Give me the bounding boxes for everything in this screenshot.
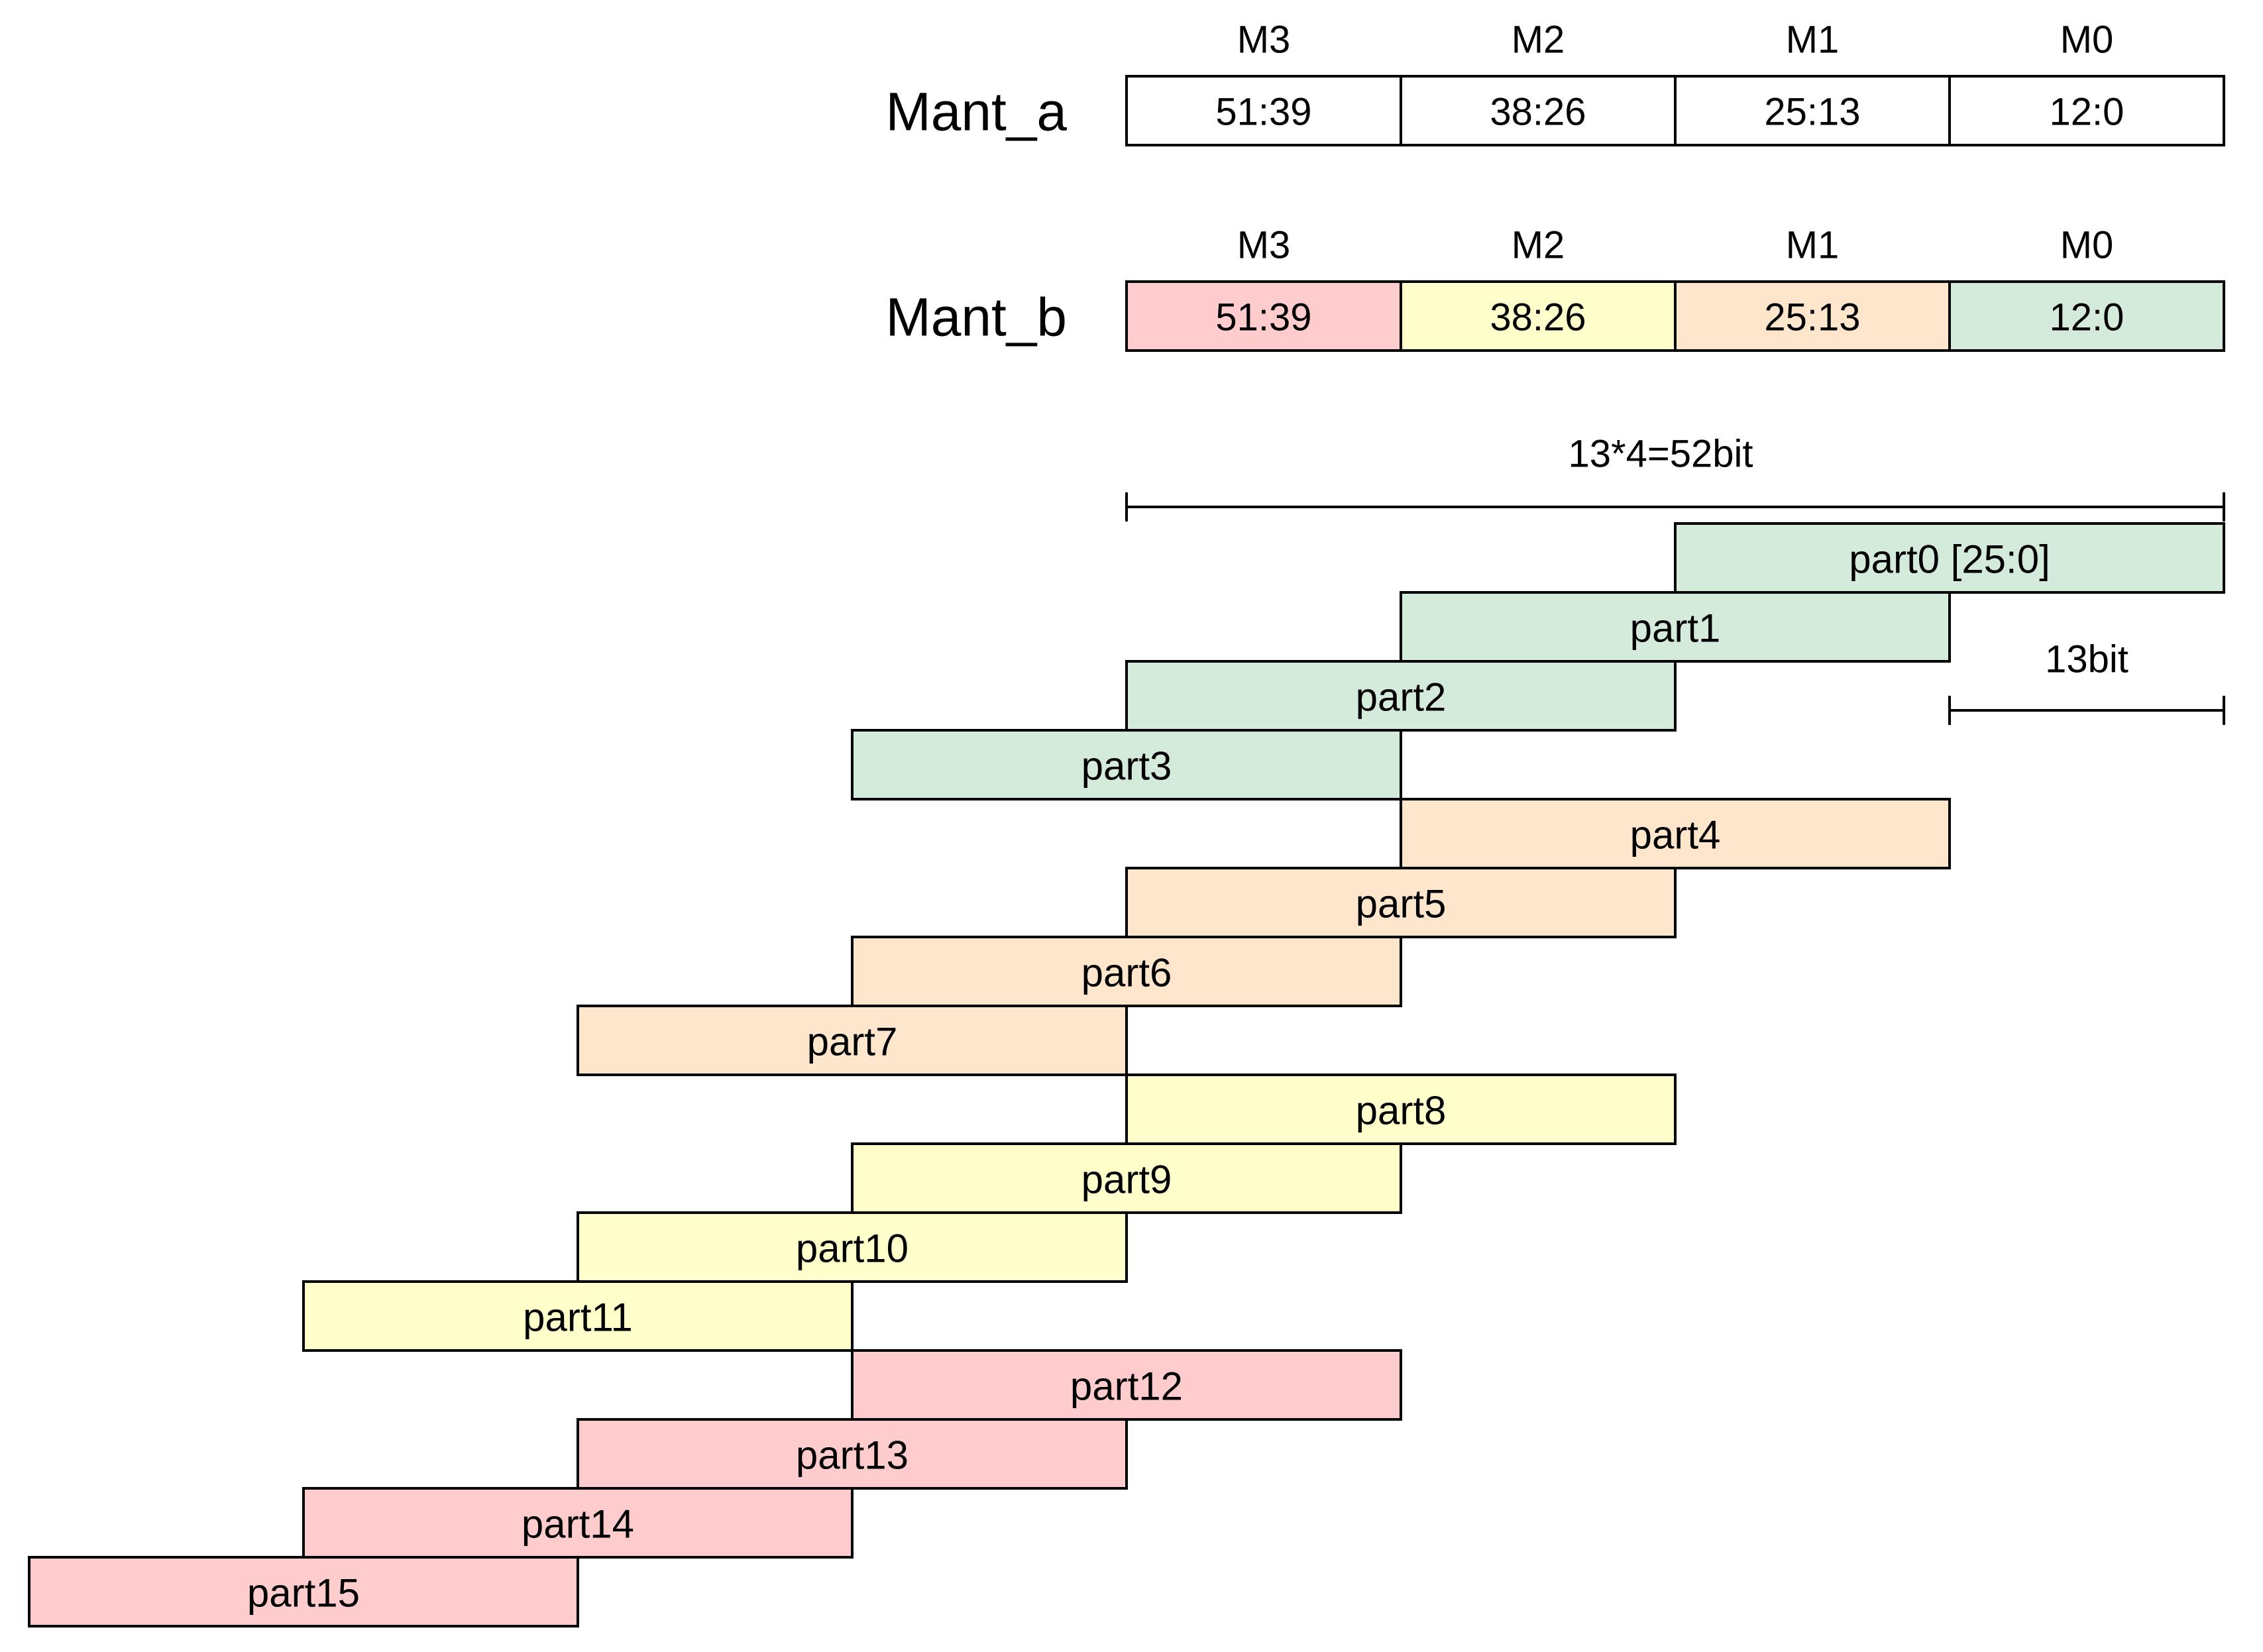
column-label: M1: [1786, 224, 1840, 267]
partial-product-label: part3: [1081, 744, 1172, 789]
segment-width-label: 13bit: [2045, 638, 2128, 681]
column-label: M0: [2060, 19, 2114, 62]
register-cell: [1948, 75, 2225, 146]
bit-range-label: 38:26: [1490, 91, 1586, 134]
partial-product: part14: [302, 1487, 854, 1559]
partial-product-label: part0 [25:0]: [1849, 537, 2050, 582]
partial-product: part11: [302, 1280, 854, 1352]
register-cell: [1948, 280, 2225, 352]
partial-product: part8: [1125, 1074, 1677, 1145]
partial-product: part7: [577, 1005, 1128, 1076]
partial-product-box: [851, 729, 1402, 800]
register-cell: [1125, 280, 1402, 352]
partial-product-label: part14: [522, 1502, 634, 1547]
partial-product-label: part15: [247, 1571, 360, 1616]
partial-product-box: [851, 936, 1402, 1007]
register-cell: [1674, 280, 1951, 352]
partial-product-label: part2: [1356, 675, 1447, 720]
register-cell: [1674, 75, 1951, 146]
partial-product-label: part8: [1356, 1089, 1447, 1133]
partial-product-label: part10: [796, 1227, 909, 1271]
register-cell: [1400, 75, 1677, 146]
partial-product-box: [1125, 1074, 1677, 1145]
partial-product-box: [302, 1280, 854, 1352]
bit-range-label: 25:13: [1764, 91, 1860, 134]
partial-product-box: [577, 1005, 1128, 1076]
partial-product: part1: [1400, 591, 1951, 663]
partial-product: part5: [1125, 867, 1677, 938]
partial-product: part0 [25:0]: [1674, 522, 2225, 594]
partial-product-label: part5: [1356, 882, 1447, 926]
column-label: M3: [1237, 19, 1291, 62]
partial-product: part10: [577, 1211, 1128, 1283]
partial-product-box: [1125, 660, 1677, 732]
column-label: M2: [1512, 19, 1565, 62]
partial-product-label: part1: [1630, 606, 1721, 651]
partial-product-box: [577, 1418, 1128, 1490]
register-label: Mant_b: [885, 288, 1067, 348]
partial-product-box: [851, 1349, 1402, 1421]
bit-range-label: 25:13: [1764, 296, 1860, 339]
partial-product: part3: [851, 729, 1402, 800]
segment-width-dimension: 13bit: [1948, 638, 2225, 725]
bit-range-label: 12:0: [2050, 91, 2125, 134]
column-label: M0: [2060, 224, 2114, 267]
partial-product-box: [28, 1556, 579, 1627]
bit-range-label: 12:0: [2050, 296, 2125, 339]
partial-product-box: [577, 1211, 1128, 1283]
partial-product: part4: [1400, 798, 1951, 869]
bit-range-label: 38:26: [1490, 296, 1586, 339]
partial-product: part2: [1125, 660, 1677, 732]
register-cell: [1400, 280, 1677, 352]
register-label: Mant_a: [885, 82, 1067, 142]
partial-products: part0 [25:0] part1 part2 part3 part4 part5 par…: [28, 522, 2225, 1627]
partial-product-label: part9: [1081, 1158, 1172, 1202]
column-label: M1: [1786, 19, 1840, 62]
partial-product: part12: [851, 1349, 1402, 1421]
partial-product-label: part13: [796, 1433, 909, 1478]
partial-product-label: part11: [523, 1295, 633, 1340]
partial-product-label: part7: [807, 1020, 898, 1064]
partial-product-box: [851, 1142, 1402, 1214]
total-width-label: 13*4=52bit: [1569, 433, 1753, 476]
total-width-dimension: 13*4=52bit: [1125, 433, 2225, 522]
partial-product-label: part12: [1070, 1364, 1183, 1409]
register-mant-a: Mant_a M3 51:39 M2 38:26 M1 25:13 M0 12:0: [885, 19, 2225, 146]
bit-range-label: 51:39: [1215, 91, 1311, 134]
partial-product: part15: [28, 1556, 579, 1627]
partial-product-box: [1400, 591, 1951, 663]
column-label: M3: [1237, 224, 1291, 267]
bit-range-label: 51:39: [1215, 296, 1311, 339]
partial-product: part9: [851, 1142, 1402, 1214]
register-cell: [1125, 75, 1402, 146]
partial-product: part6: [851, 936, 1402, 1007]
partial-product-box: [1400, 798, 1951, 869]
partial-product: part13: [577, 1418, 1128, 1490]
partial-product-label: part6: [1081, 951, 1172, 995]
partial-product-box: [1125, 867, 1677, 938]
partial-product-box: [302, 1487, 854, 1559]
register-mant-b: Mant_b M3 51:39 M2 38:26 M1 25:13 M0 12:0: [885, 224, 2225, 352]
partial-product-label: part4: [1630, 813, 1721, 857]
column-label: M2: [1512, 224, 1565, 267]
